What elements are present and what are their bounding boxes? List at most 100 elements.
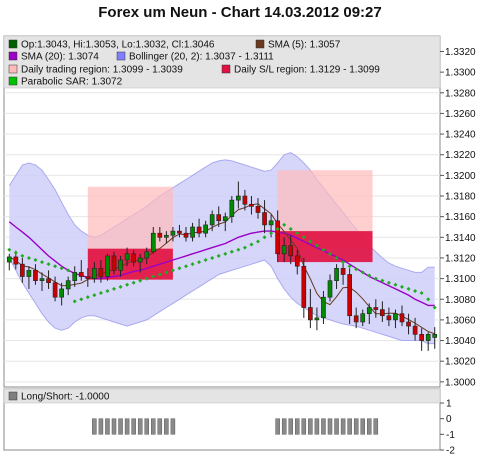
- y-tick-label-6: 1.3120: [445, 253, 476, 264]
- sar-dot-17: [118, 284, 123, 289]
- legend-entry-trading-region: Daily trading region: 1.3099 - 1.3039: [8, 65, 183, 76]
- sar-dot-58: [386, 280, 391, 285]
- sar-dot-14: [98, 291, 103, 296]
- candle-6: [46, 270, 51, 289]
- candle-31: [209, 210, 215, 232]
- candle-16: [111, 251, 117, 275]
- candle-body-2: [20, 263, 25, 277]
- candle-8: [59, 282, 64, 306]
- bollinger-lower-line: [8, 257, 435, 345]
- candle-24: [164, 231, 169, 244]
- y-tick-label-10: 1.3200: [445, 171, 476, 182]
- sar-dot-21: [144, 276, 149, 281]
- sar-layer: [7, 222, 437, 310]
- candle-12: [85, 268, 91, 287]
- candle-body-11: [78, 272, 84, 277]
- candle-body-24: [164, 234, 169, 238]
- y-tick-label-2: 1.3040: [445, 336, 476, 347]
- candle-45: [301, 257, 307, 318]
- sar-dot-23: [157, 272, 162, 277]
- candle-body-0: [6, 256, 12, 263]
- y-tick-label-16: 1.3320: [445, 47, 476, 58]
- legend-swatch-sl-region: [221, 64, 231, 74]
- candle-37: [249, 196, 254, 215]
- long-short-bar-1-54: [360, 418, 365, 435]
- long-short-bar-1-52: [347, 418, 352, 435]
- sar-dot-54: [360, 270, 365, 275]
- subpanel-legend-label: Long/Short: -1.0000: [21, 392, 110, 403]
- candle-44: [294, 249, 300, 275]
- sub-tick-label-2: -1: [446, 430, 455, 441]
- candle-body-58: [386, 315, 392, 321]
- legend-label-bollinger: Bollinger (20, 2): 1.3037 - 1.3111: [129, 52, 274, 63]
- candle-body-49: [327, 280, 333, 298]
- sar-dot-43: [288, 227, 293, 232]
- candle-26: [177, 224, 182, 238]
- sar-dot-3: [26, 255, 31, 260]
- legend-box: [3, 35, 441, 89]
- candle-body-64: [425, 334, 431, 341]
- candle-7: [52, 276, 58, 302]
- sar-dot-49: [328, 251, 332, 256]
- sar-dot-52: [347, 264, 352, 269]
- candle-body-19: [131, 253, 136, 263]
- candle-body-40: [268, 220, 274, 226]
- candle-17: [118, 255, 123, 277]
- long-short-bar-1-51: [340, 418, 346, 435]
- candle-body-5: [39, 278, 45, 281]
- candle-36: [242, 189, 248, 211]
- candle-0: [6, 253, 12, 271]
- y-tick-label-8: 1.3160: [445, 212, 476, 223]
- candle-body-46: [308, 307, 313, 321]
- candle-body-33: [222, 216, 228, 222]
- long-short-bar-1-47: [314, 418, 320, 435]
- sub-tick-label-1: 0: [446, 414, 452, 425]
- long-short-bar-1-48: [321, 418, 326, 435]
- long-short-bar-0-21: [144, 418, 149, 435]
- sar-dot-61: [406, 286, 411, 291]
- candle-35: [236, 181, 241, 209]
- candle-body-30: [203, 224, 208, 234]
- legend-label-sl-region: Daily S/L region: 1.3129 - 1.3099: [234, 65, 380, 76]
- legend-label-sma20: SMA (20): 1.3074: [21, 52, 99, 63]
- legend-swatch-sar: [8, 76, 18, 86]
- long-short-bar-0-14: [98, 418, 104, 435]
- legend-entry-bollinger: Bollinger (20, 2): 1.3037 - 1.3111: [116, 51, 274, 63]
- candle-56: [373, 299, 379, 318]
- candle-28: [190, 222, 195, 242]
- candle-60: [399, 305, 405, 327]
- candle-body-10: [72, 272, 78, 281]
- long-short-bar-0-18: [124, 418, 130, 435]
- long-short-bar-1-49: [327, 418, 333, 435]
- candle-46: [308, 288, 313, 329]
- long-short-bar-1-44: [295, 418, 300, 435]
- candle-19: [131, 249, 136, 267]
- candle-body-36: [242, 195, 248, 205]
- candle-23: [157, 226, 163, 242]
- candle-body-3: [26, 270, 32, 277]
- candle-body-29: [196, 226, 202, 234]
- long-short-bar-0-25: [170, 418, 176, 435]
- long-short-bar-0-13: [92, 418, 97, 435]
- sar-dot-27: [184, 264, 188, 269]
- y-tick-label-4: 1.3080: [445, 295, 476, 306]
- legend-swatch-bollinger: [116, 51, 126, 61]
- sar-dot-56: [373, 276, 378, 281]
- candle-body-44: [294, 255, 300, 267]
- candle-body-15: [105, 255, 110, 277]
- legend-entry-sma5: SMA (5): 1.3057: [255, 40, 341, 51]
- sar-dot-11: [79, 297, 84, 302]
- candle-body-48: [321, 296, 326, 319]
- candle-41: [275, 210, 280, 263]
- long-short-bar-0-24: [164, 418, 169, 435]
- sar-dot-4: [33, 258, 38, 263]
- sar-dot-6: [46, 262, 51, 267]
- long-short-bar-0-23: [157, 418, 163, 435]
- long-short-bar-1-43: [288, 418, 293, 435]
- y-tick-label-11: 1.3220: [445, 150, 476, 161]
- sar-dot-59: [393, 282, 398, 287]
- legend-swatch-ohlc: [8, 39, 18, 49]
- sar-dot-16: [112, 286, 116, 291]
- candle-43: [288, 235, 294, 265]
